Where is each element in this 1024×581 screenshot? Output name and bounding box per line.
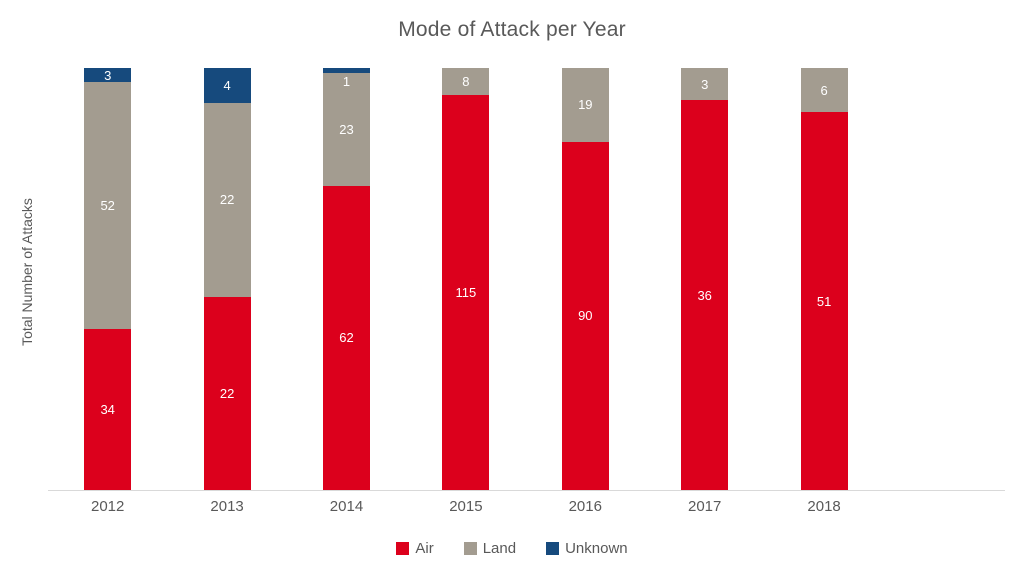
x-axis-line <box>48 490 1005 491</box>
bar-segment-air-2016[interactable]: 90 <box>561 141 609 490</box>
bar-value-label: 8 <box>462 74 470 90</box>
legend-item-air[interactable]: Air <box>396 540 434 557</box>
legend-item-land[interactable]: Land <box>463 540 517 557</box>
x-axis-label-2017: 2017 <box>688 498 722 515</box>
bar-value-label: 6 <box>820 82 828 98</box>
x-axis-label-2015: 2015 <box>449 498 483 515</box>
x-axis-label-2014: 2014 <box>329 498 364 515</box>
bar-segment-unknown-2013[interactable]: 4 <box>203 68 251 104</box>
bar-value-label: 36 <box>697 287 712 303</box>
x-axis-label-2013: 2013 <box>210 498 244 515</box>
bar-value-label: 3 <box>104 67 112 83</box>
legend-swatch-icon <box>396 542 410 555</box>
bar-segment-unknown-2014[interactable]: 1 <box>323 68 370 88</box>
bar-value-label: 22 <box>219 385 235 401</box>
bar-value-label: 62 <box>339 330 354 346</box>
bar-value-label: 51 <box>816 293 832 309</box>
bar-segment-land-2014[interactable]: 23 <box>323 72 370 186</box>
legend-item-unknown[interactable]: Unknown <box>546 540 628 557</box>
bar-segment-air-2017[interactable]: 36 <box>681 100 729 490</box>
bar-segment-land-2016[interactable]: 19 <box>561 68 609 142</box>
bar-segment-land-2015[interactable]: 8 <box>442 68 490 96</box>
bar-segment-air-2018[interactable]: 51 <box>800 112 848 490</box>
legend-swatch-icon <box>463 542 477 555</box>
bar-value-label: 1 <box>342 73 351 89</box>
bar-value-label: 90 <box>578 308 593 324</box>
bar-segment-air-2015[interactable]: 115 <box>442 95 490 490</box>
bar-value-label: 4 <box>223 78 231 94</box>
x-axis-label-2016: 2016 <box>568 498 602 515</box>
bar-value-label: 22 <box>219 192 235 208</box>
bar-segment-unknown-2012[interactable]: 3 <box>84 67 132 83</box>
bar-value-label: 115 <box>455 285 477 301</box>
legend-swatch-icon <box>546 542 560 555</box>
bar-segment-land-2018[interactable]: 6 <box>800 68 848 113</box>
chart-title: Mode of Attack per Year <box>398 18 626 41</box>
legend: Air Land Unknown <box>0 540 1024 557</box>
bar-value-label: 52 <box>100 197 115 213</box>
x-axis-label-2018: 2018 <box>807 498 841 515</box>
legend-label: Land <box>482 540 517 557</box>
bar-segment-air-2013[interactable]: 22 <box>203 296 251 490</box>
legend-label: Air <box>415 540 434 557</box>
bar-segment-land-2017[interactable]: 3 <box>681 68 729 101</box>
bar-value-label: 19 <box>578 97 593 113</box>
bar-value-label: 23 <box>339 121 354 137</box>
bar-value-label: 34 <box>100 401 115 417</box>
bar-value-label: 3 <box>701 76 709 92</box>
legend-label: Unknown <box>565 540 628 557</box>
bar-segment-land-2013[interactable]: 22 <box>203 103 251 297</box>
bar-segment-air-2012[interactable]: 34 <box>84 328 132 490</box>
bar-segment-air-2014[interactable]: 62 <box>323 185 370 490</box>
x-axis-label-2012: 2012 <box>91 498 125 515</box>
bar-segment-land-2012[interactable]: 52 <box>84 82 132 329</box>
